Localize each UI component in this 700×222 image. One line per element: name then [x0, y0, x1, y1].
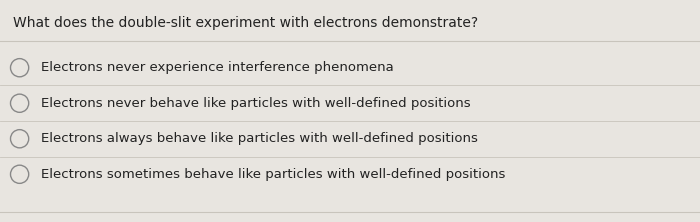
Text: Electrons always behave like particles with well-defined positions: Electrons always behave like particles w… [41, 132, 477, 145]
Text: What does the double-slit experiment with electrons demonstrate?: What does the double-slit experiment wit… [13, 16, 477, 30]
Text: Electrons never behave like particles with well-defined positions: Electrons never behave like particles wi… [41, 97, 470, 110]
Text: Electrons never experience interference phenomena: Electrons never experience interference … [41, 61, 393, 74]
Text: Electrons sometimes behave like particles with well-defined positions: Electrons sometimes behave like particle… [41, 168, 505, 181]
